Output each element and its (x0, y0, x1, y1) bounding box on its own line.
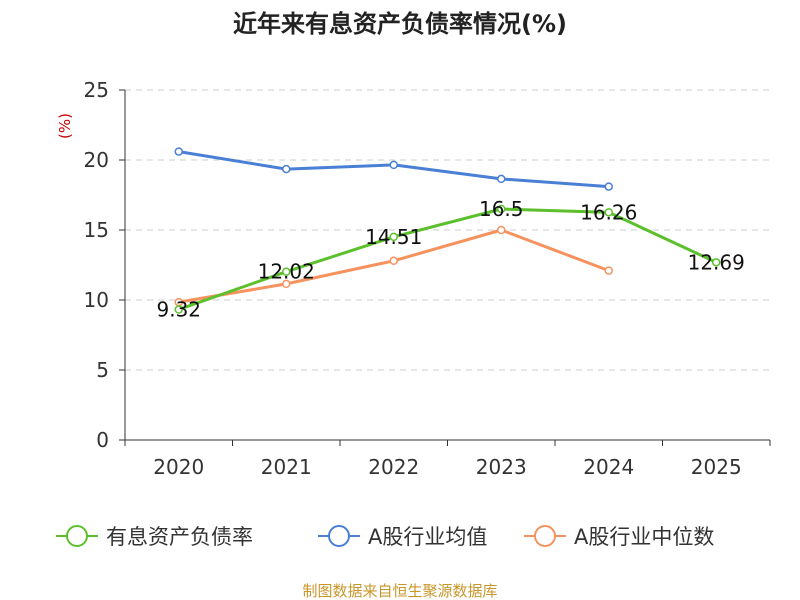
legend-label: A股行业均值 (368, 525, 487, 549)
legend-label: 有息资产负债率 (106, 525, 253, 549)
data-label: 16.5 (479, 197, 524, 221)
y-tick-label: 0 (96, 428, 109, 452)
x-tick-label: 2021 (261, 455, 312, 479)
legend-marker (534, 525, 556, 547)
series-line (178, 207, 717, 311)
data-label: 14.51 (365, 225, 422, 249)
legend[interactable]: 有息资产负债率 A股行业均值 A股行业中位数 (56, 525, 714, 549)
data-point (712, 258, 721, 267)
y-tick-label: 5 (96, 358, 109, 382)
legend-item[interactable]: A股行业均值 (318, 525, 487, 549)
grid-lines (125, 89, 770, 371)
data-label: 12.02 (258, 260, 315, 284)
data-label: 16.26 (580, 200, 637, 224)
legend-item[interactable]: 有息资产负债率 (56, 525, 253, 549)
legend-item[interactable]: A股行业中位数 (524, 525, 714, 549)
y-axis-unit: (%) (56, 113, 74, 139)
y-tick-label: 20 (84, 148, 109, 172)
data-point (174, 305, 183, 314)
x-tick-label: 2024 (583, 455, 634, 479)
series-lines (174, 147, 721, 314)
x-tick-label: 2020 (153, 455, 204, 479)
x-tick-label: 2023 (476, 455, 527, 479)
data-point (389, 256, 398, 266)
legend-marker (66, 525, 88, 547)
data-point (282, 164, 291, 174)
y-tick-label: 25 (84, 78, 109, 102)
y-tick-label: 10 (84, 288, 109, 312)
x-tick-label: 2022 (368, 455, 419, 479)
legend-label: A股行业中位数 (574, 525, 714, 549)
data-point (497, 204, 506, 214)
y-tick-label: 15 (84, 218, 109, 242)
data-label: 12.69 (688, 250, 745, 274)
legend-marker (328, 525, 350, 547)
data-point (282, 267, 291, 276)
data-point (604, 266, 613, 275)
data-labels: 9.32 12.02 14.51 16.5 16.26 12.69 (156, 197, 744, 322)
data-label: 9.32 (156, 298, 201, 322)
data-point (389, 232, 398, 242)
data-point (497, 174, 506, 184)
x-tick-label: 2025 (691, 455, 742, 479)
data-point (604, 208, 613, 217)
source-note: 制图数据来自恒生聚源数据库 (302, 582, 497, 600)
data-point (604, 182, 613, 191)
chart-title: 近年来有息资产负债率情况(%) (233, 10, 567, 38)
data-point (497, 225, 506, 235)
data-point (282, 279, 291, 289)
data-point (389, 160, 398, 170)
data-point (174, 147, 183, 156)
